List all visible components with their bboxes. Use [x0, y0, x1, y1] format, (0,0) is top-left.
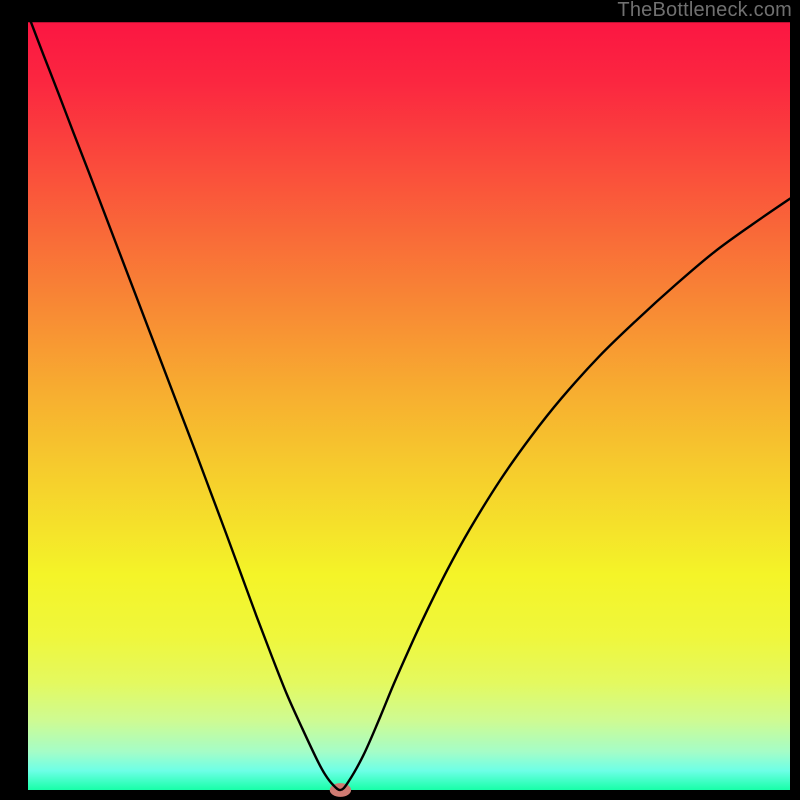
plot-background	[28, 22, 790, 790]
watermark-text: TheBottleneck.com	[617, 0, 792, 22]
chart-container: TheBottleneck.com	[0, 0, 800, 800]
bottleneck-chart	[0, 0, 800, 800]
